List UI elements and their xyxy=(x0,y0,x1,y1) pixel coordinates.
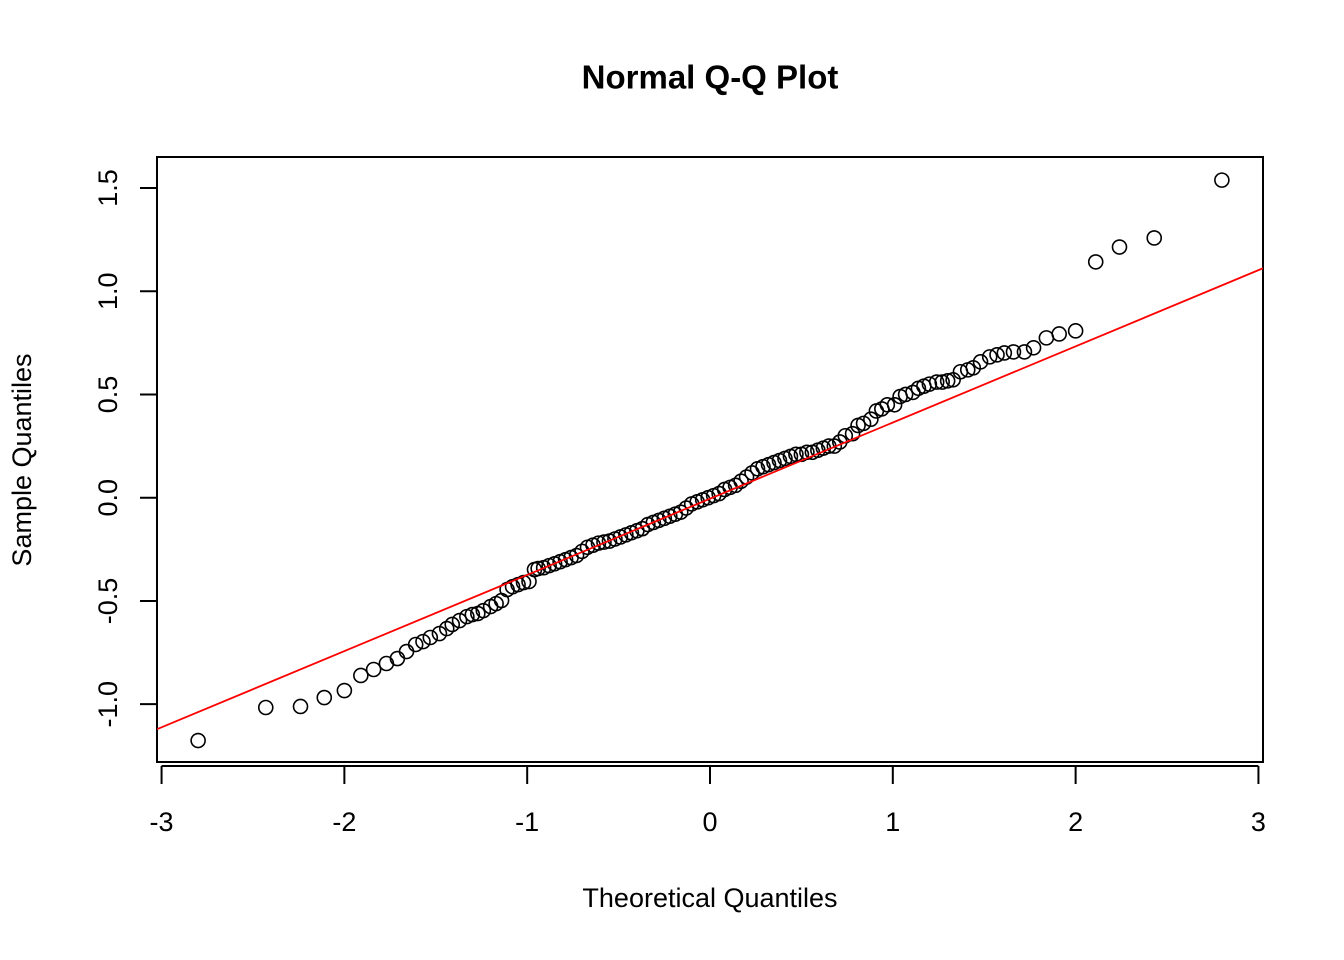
point xyxy=(934,374,950,390)
x-tick-label: 0 xyxy=(702,807,717,837)
point xyxy=(1214,172,1230,188)
y-tick-label: 0.5 xyxy=(93,376,123,414)
point xyxy=(1005,344,1022,360)
point xyxy=(1016,344,1033,360)
point xyxy=(826,438,843,454)
point xyxy=(407,636,424,653)
point xyxy=(336,682,353,699)
point xyxy=(1146,230,1163,246)
point xyxy=(863,411,879,428)
point xyxy=(422,629,439,646)
x-tick-label: 2 xyxy=(1068,807,1083,837)
point xyxy=(596,534,612,550)
point xyxy=(897,386,914,403)
point xyxy=(568,547,585,564)
point xyxy=(415,633,431,650)
point xyxy=(1111,239,1128,255)
point xyxy=(316,689,333,706)
x-axis-label: Theoretical Quantiles xyxy=(582,883,837,913)
point xyxy=(844,425,861,442)
y-tick-label: -1.0 xyxy=(93,681,123,728)
x-tick-label: -3 xyxy=(150,807,174,837)
point xyxy=(451,612,468,629)
point xyxy=(928,374,945,390)
y-tick-label: 1.5 xyxy=(93,169,123,207)
y-axis-label: Sample Quantiles xyxy=(7,353,37,566)
point xyxy=(1051,326,1067,342)
x-tick-label: -1 xyxy=(515,807,539,837)
point xyxy=(981,349,998,365)
point xyxy=(939,373,956,389)
point xyxy=(996,345,1013,361)
reference-line xyxy=(157,267,1263,731)
point xyxy=(672,504,689,520)
y-tick-label: 0.0 xyxy=(93,479,123,517)
point xyxy=(1067,323,1084,339)
point xyxy=(1025,339,1042,356)
chart-title: Normal Q-Q Plot xyxy=(582,59,839,96)
point xyxy=(886,396,903,413)
point xyxy=(1038,330,1055,346)
point xyxy=(378,655,395,672)
point xyxy=(989,347,1005,363)
point xyxy=(257,699,274,716)
plot-box xyxy=(156,156,1264,763)
point xyxy=(444,616,461,633)
point xyxy=(1087,254,1104,270)
point xyxy=(733,473,749,489)
x-tick-label: 3 xyxy=(1251,807,1266,837)
point xyxy=(464,606,481,623)
x-tick-label: -2 xyxy=(332,807,356,837)
point xyxy=(398,643,415,660)
point xyxy=(475,602,492,619)
y-tick-label: 1.0 xyxy=(93,272,123,310)
point xyxy=(879,396,896,413)
point xyxy=(788,446,804,463)
point xyxy=(190,732,206,749)
x-tick-label: 1 xyxy=(885,807,900,837)
point xyxy=(972,354,989,370)
point xyxy=(389,650,406,667)
point xyxy=(353,667,369,684)
point xyxy=(530,560,546,577)
point xyxy=(438,620,455,637)
point xyxy=(292,698,309,715)
y-tick-label: -0.5 xyxy=(93,578,123,625)
point xyxy=(365,661,382,678)
point xyxy=(855,415,872,432)
point xyxy=(921,376,938,392)
plot-area xyxy=(157,172,1263,749)
